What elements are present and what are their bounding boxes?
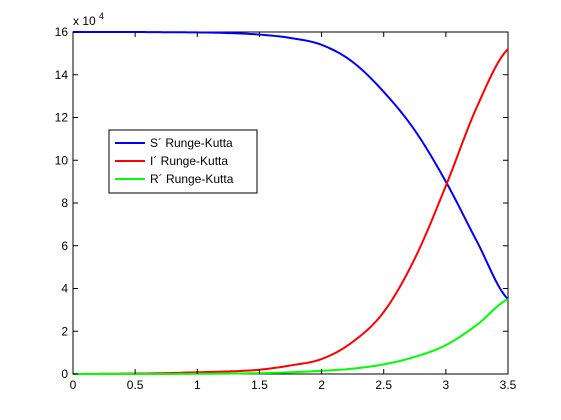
y-tick-label-0: 0 [61, 367, 68, 381]
legend-label-i: I´ Runge-Kutta [150, 154, 228, 168]
y-multiplier-label: x 10 4 [73, 11, 104, 28]
plot-area [72, 31, 509, 375]
y-tick-label-1: 2 [61, 324, 68, 338]
y-tick-label-5: 10 [55, 153, 69, 167]
legend-label-s: S´ Runge-Kutta [150, 136, 233, 150]
x-tick-label-0: 0 [70, 378, 77, 392]
x-tick-label-3: 1.5 [251, 378, 268, 392]
x-tick-label-2: 1 [194, 378, 201, 392]
x-tick-label-6: 3 [443, 378, 450, 392]
y-multiplier-base: x 10 [73, 14, 96, 28]
series-layer [72, 30, 509, 376]
x-tick-label-5: 2.5 [375, 378, 392, 392]
series-line-2 [73, 298, 509, 376]
x-tick-label-1: 0.5 [127, 378, 144, 392]
y-tick-label-8: 16 [55, 25, 69, 39]
y-tick-label-3: 6 [61, 239, 68, 253]
y-multiplier-exponent: 4 [99, 11, 104, 21]
x-tick-label-7: 3.5 [500, 378, 517, 392]
axis-layer: 0 0.5 1 1.5 2 2.5 3 3.5 0 2 4 6 8 10 12 14 16 [55, 25, 517, 392]
legend: S´ Runge-Kutta I´ Runge-Kutta R´ Runge-K… [108, 129, 258, 194]
y-tick-label-7: 14 [55, 68, 69, 82]
y-tick-label-6: 12 [55, 111, 69, 125]
x-tick-label-4: 2 [318, 378, 325, 392]
y-tick-label-4: 8 [61, 196, 68, 210]
legend-label-r: R´ Runge-Kutta [150, 172, 234, 186]
series-line-0 [73, 30, 509, 300]
y-tick-label-2: 4 [61, 282, 68, 296]
